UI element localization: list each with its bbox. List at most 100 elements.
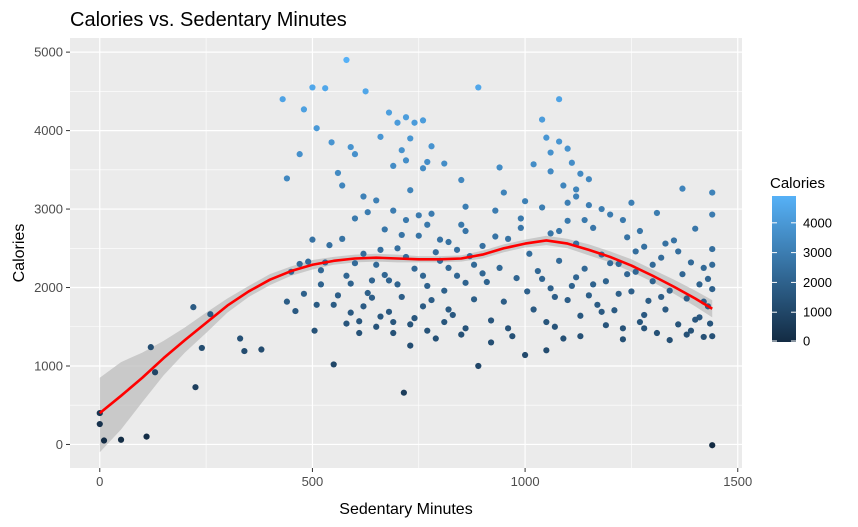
- data-point: [407, 135, 414, 142]
- data-point: [556, 257, 563, 264]
- data-point: [496, 164, 503, 171]
- data-point: [334, 169, 342, 177]
- data-point: [636, 318, 644, 326]
- data-point: [292, 307, 299, 315]
- data-point: [445, 264, 452, 272]
- data-point: [683, 295, 690, 302]
- data-point: [462, 325, 469, 332]
- data-point: [317, 267, 325, 274]
- data-point: [598, 205, 605, 213]
- chart-title: Calories vs. Sedentary Minutes: [70, 9, 347, 31]
- data-point: [475, 362, 482, 370]
- data-point: [147, 344, 154, 351]
- data-point: [377, 133, 384, 140]
- data-point: [351, 260, 359, 267]
- data-point: [624, 234, 631, 241]
- data-point: [100, 437, 108, 444]
- data-point: [424, 327, 431, 334]
- x-tick-label: 0: [96, 474, 103, 489]
- data-point: [458, 221, 465, 228]
- data-point: [709, 211, 716, 218]
- data-point: [398, 293, 405, 301]
- data-point: [687, 327, 695, 334]
- data-point: [658, 293, 665, 301]
- data-point: [398, 231, 405, 239]
- data-point: [539, 116, 546, 123]
- data-point: [645, 297, 652, 304]
- data-point: [641, 325, 648, 332]
- data-point: [360, 250, 367, 257]
- legend-title: Calories: [770, 175, 825, 192]
- data-point: [432, 249, 439, 256]
- data-point: [283, 298, 291, 305]
- data-point: [428, 210, 435, 217]
- smooth-trend-line: [98, 239, 713, 415]
- data-point: [356, 318, 363, 325]
- data-point: [568, 159, 575, 166]
- scatter-points: [96, 56, 716, 449]
- data-point: [504, 325, 512, 332]
- data-point: [377, 313, 384, 320]
- x-tick-label: 1500: [723, 474, 752, 489]
- data-point: [96, 420, 103, 428]
- data-point: [641, 311, 648, 319]
- data-point: [334, 292, 342, 299]
- data-point: [521, 198, 529, 205]
- data-point: [424, 221, 431, 228]
- data-point: [436, 236, 444, 243]
- data-point: [424, 282, 431, 290]
- data-point: [330, 301, 337, 308]
- data-point: [117, 436, 125, 443]
- data-point: [547, 285, 554, 292]
- data-point: [543, 134, 550, 141]
- data-point: [662, 240, 669, 247]
- data-point: [356, 329, 363, 337]
- data-point: [296, 260, 303, 268]
- data-point: [432, 335, 439, 342]
- data-point: [666, 336, 673, 344]
- data-point: [309, 84, 316, 91]
- data-point: [675, 321, 682, 328]
- data-point: [585, 292, 592, 299]
- data-point: [305, 258, 312, 265]
- data-point: [560, 182, 567, 189]
- data-point: [649, 278, 656, 285]
- data-point: [551, 323, 558, 330]
- data-point: [487, 339, 495, 346]
- data-point: [192, 384, 199, 391]
- data-point: [415, 212, 422, 219]
- data-point: [402, 216, 410, 224]
- data-point: [428, 296, 435, 304]
- data-point: [441, 318, 448, 326]
- data-point: [534, 267, 541, 275]
- data-point: [709, 333, 716, 340]
- data-point: [479, 242, 486, 250]
- data-point: [573, 274, 580, 281]
- legend-label: 4000: [803, 215, 832, 230]
- data-point: [492, 233, 499, 240]
- data-point: [402, 114, 410, 121]
- data-point: [573, 186, 580, 193]
- data-point: [607, 260, 614, 267]
- data-point: [628, 288, 635, 295]
- data-point: [602, 278, 609, 285]
- data-point: [594, 301, 601, 308]
- data-point: [279, 96, 286, 103]
- data-point: [700, 264, 707, 272]
- data-point: [381, 226, 388, 233]
- data-point: [556, 138, 563, 145]
- data-point: [377, 246, 384, 253]
- data-point: [411, 315, 418, 322]
- y-tick-label: 2000: [34, 280, 63, 295]
- data-point: [441, 287, 448, 294]
- data-point: [539, 204, 546, 211]
- grid-lines: [70, 38, 742, 468]
- legend-ticks: 0 1000 2000 3000 4000: [772, 215, 832, 349]
- data-point: [300, 290, 308, 297]
- data-point: [670, 237, 678, 244]
- legend-color-bar: [772, 196, 796, 342]
- data-point: [709, 245, 716, 253]
- data-point: [709, 285, 716, 293]
- data-point: [483, 278, 490, 286]
- data-point: [462, 227, 469, 235]
